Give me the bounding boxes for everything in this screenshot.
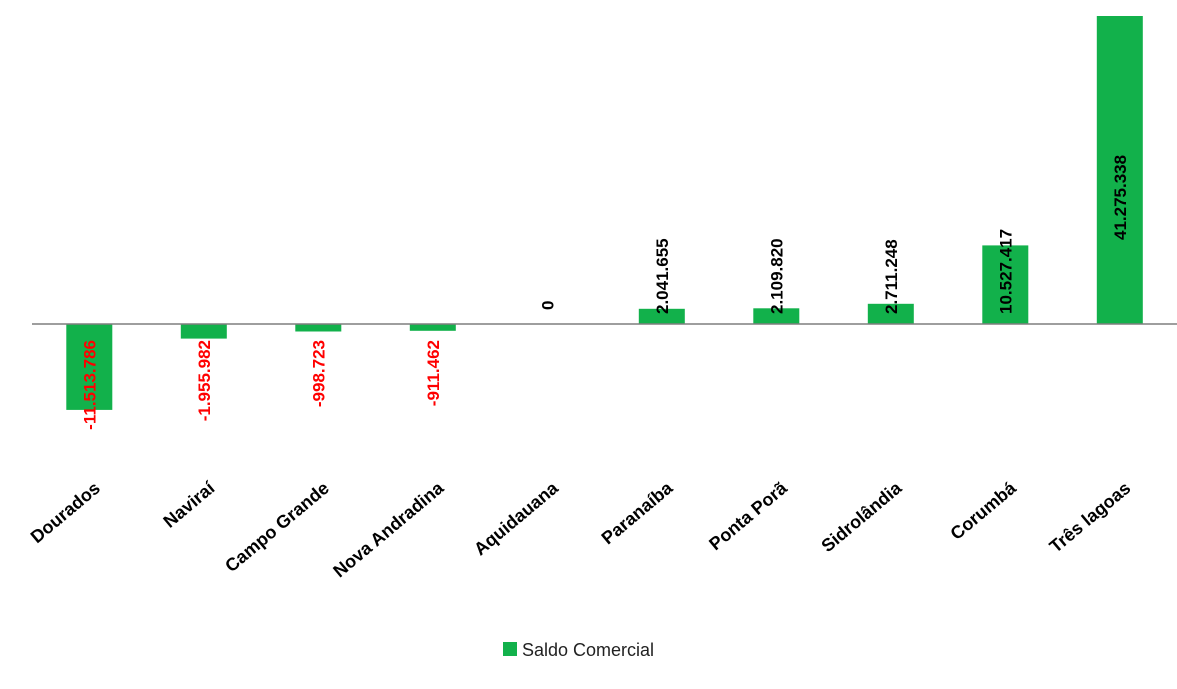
category-label-tres-lagoas: Três lagoas — [1046, 478, 1135, 557]
legend-label: Saldo Comercial — [522, 640, 654, 660]
value-label-paranaiba: 2.041.655 — [653, 238, 672, 314]
category-label-dourados: Dourados — [27, 478, 104, 547]
category-label-campo-grande: Campo Grande — [221, 478, 333, 576]
value-label-aquidauana: 0 — [538, 301, 557, 310]
bars-group — [66, 16, 1143, 410]
value-label-ponta-pora: 2.109.820 — [767, 238, 786, 314]
value-label-dourados: -11.513.786 — [80, 340, 99, 430]
category-label-navirai: Naviraí — [160, 477, 220, 532]
bar-nova-andradina — [409, 324, 456, 331]
bar-corumba — [982, 245, 1029, 324]
bar-dourados — [66, 324, 113, 410]
bar-paranaiba — [638, 308, 685, 324]
value-label-navirai: -1.955.982 — [195, 340, 214, 421]
bar-ponta-pora — [753, 308, 800, 324]
bar-tres-lagoas — [1096, 16, 1143, 324]
value-label-tres-lagoas: 41.275.338 — [1111, 155, 1130, 240]
legend: Saldo Comercial — [503, 640, 654, 660]
bar-campo-grande — [295, 324, 342, 332]
category-label-paranaiba: Paranaíba — [598, 477, 678, 548]
value-labels-group: -11.513.786 -1.955.982 -998.723 -911.462 0 2.… — [80, 155, 1130, 430]
category-label-nova-andradina: Nova Andradina — [329, 477, 448, 581]
bar-navirai — [180, 324, 227, 339]
bar-sidrolandia — [867, 303, 914, 324]
legend-swatch — [503, 642, 517, 656]
value-label-campo-grande: -998.723 — [309, 340, 328, 407]
category-label-corumba: Corumbá — [946, 477, 1020, 544]
category-label-aquidauana: Aquidauana — [470, 477, 563, 559]
value-label-sidrolandia: 2.711.248 — [882, 239, 901, 314]
value-label-nova-andradina: -911.462 — [424, 340, 443, 406]
category-label-sidrolandia: Sidrolândia — [817, 477, 906, 556]
category-label-ponta-pora: Ponta Porã — [705, 477, 791, 554]
value-label-corumba: 10.527.417 — [996, 229, 1015, 314]
